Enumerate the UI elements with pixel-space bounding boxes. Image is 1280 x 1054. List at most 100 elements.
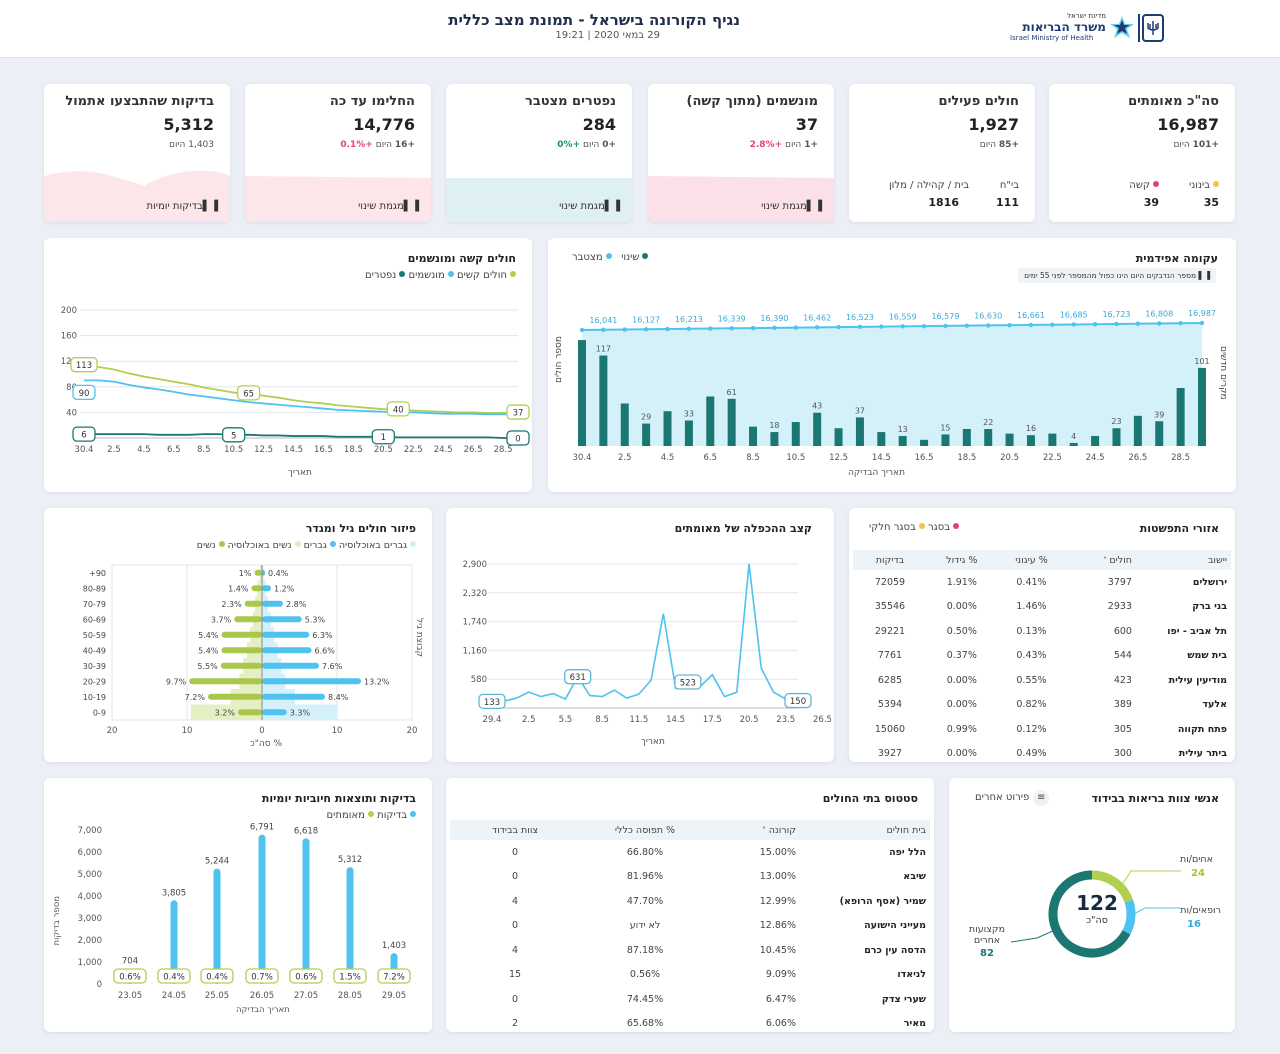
- doubling-rate-card: קצב ההכפלה של מאומתים 580 1,160 1,740 2,320…: [446, 508, 834, 762]
- kpi-title: בדיקות שהתבצעו אתמול: [65, 94, 214, 109]
- cell-occ: לא ידוע: [629, 920, 661, 932]
- legend-women-pop-label: נשים באוכלוסיה: [227, 540, 292, 551]
- epi-bar-label: 22: [983, 418, 993, 427]
- table-row[interactable]: מודיעין עילית 423 0.55% 0.00% 6285: [853, 668, 1231, 693]
- epi-curve-card: עקומה אפידמית שינוי מצטבר ▐▌ מספר הנדבקי…: [548, 238, 1236, 492]
- col-sick[interactable]: חולים ˄: [1066, 550, 1136, 570]
- tests-x-tick: 25.05: [205, 991, 229, 1001]
- legend-partial[interactable]: בסגר חלקי: [869, 522, 925, 533]
- col-occupancy[interactable]: % תפוסה כללי: [580, 820, 710, 840]
- table-row[interactable]: תל אביב - יפו 600 0.13% 0.50% 29221: [853, 619, 1231, 644]
- table-row[interactable]: שערי צדק 6.47% 74.45% 0: [450, 987, 930, 1012]
- age-x-tick: 20: [107, 726, 118, 736]
- trend-label: מגמת שינוי: [358, 201, 404, 212]
- sort-up-icon: ˄: [762, 825, 769, 835]
- age-women-label: 5.4%: [198, 631, 219, 640]
- kpi-card-active[interactable]: חולים פעילים 1,927 +85 היום בי"ח 111 בית…: [849, 84, 1035, 222]
- table-row[interactable]: שמיר (אסף הרופא) 12.99% 47.70% 4: [450, 889, 930, 914]
- cumulative-point: [1050, 322, 1055, 327]
- table-row[interactable]: בית שמש 544 0.43% 0.37% 7761: [853, 644, 1231, 669]
- table-row[interactable]: הדסה עין כרם 10.45% 87.18% 4: [450, 938, 930, 963]
- areas-title: אזורי התפשטות: [1139, 522, 1219, 535]
- epi-x-tick: 16.5: [915, 453, 934, 463]
- cell-name: מעייני הישועה: [864, 920, 926, 932]
- col-tests[interactable]: בדיקות: [853, 550, 927, 570]
- kpi-value: 284: [582, 115, 616, 134]
- hospitals-card: סטטוס בתי החולים בית חולים קורונה ˄ % תפ…: [446, 778, 934, 1032]
- legend-women[interactable]: נשים: [197, 540, 225, 551]
- table-row[interactable]: ביתר עילית 300 0.49% 0.00% 3927: [853, 742, 1231, 763]
- kpi-card-tests[interactable]: בדיקות שהתבצעו אתמול 5,312 1,403 היום ▐▌…: [44, 84, 230, 222]
- trend-button[interactable]: ▐▌ מגמת שינוי: [559, 201, 620, 212]
- legend-tests[interactable]: בדיקות: [377, 810, 416, 821]
- trend-button[interactable]: ▐▌ מגמת שינוי: [761, 201, 822, 212]
- col-corona[interactable]: קורונה ˄: [710, 820, 800, 840]
- table-row[interactable]: פתח תקווה 305 0.12% 0.99% 15060: [853, 717, 1231, 742]
- epi-x-tick: 30.4: [573, 453, 592, 463]
- table-row[interactable]: אלעד 389 0.82% 0.00% 5394: [853, 693, 1231, 718]
- severe-x-tick: 22.5: [404, 445, 423, 455]
- legend-men-pop[interactable]: גברים באוכלוסיה: [339, 540, 416, 551]
- tests-bar: [170, 900, 178, 984]
- legend-ventilated[interactable]: מונשמים: [408, 270, 454, 281]
- table-row[interactable]: ירושלים 3797 0.41% 1.91% 72059: [853, 570, 1231, 595]
- severe-x-tick: 12.5: [254, 445, 273, 455]
- cell-city: בית שמש: [1187, 650, 1227, 662]
- staff-total-label: סה"כ: [1086, 915, 1108, 926]
- ministry-logo[interactable]: מדינת ישראל משרד הבריאות Israel Ministry…: [1006, 12, 1166, 46]
- cumulative-label: 16,661: [1017, 311, 1045, 320]
- legend-cumulative[interactable]: מצטבר: [572, 252, 612, 263]
- table-row[interactable]: שיבא 13.00% 81.96% 0: [450, 865, 930, 890]
- table-header-row: יישוב חולים ˄ % עיגוני % גידול בדיקות: [853, 550, 1231, 570]
- kpi-value: 5,312: [163, 115, 214, 134]
- legend-change[interactable]: שינוי: [621, 252, 649, 263]
- kpi-delta-label: היום: [582, 140, 600, 150]
- trend-button[interactable]: ▐▌ מגמת שינוי: [358, 201, 419, 212]
- cell-city: ביתר עילית: [1178, 748, 1227, 760]
- kpi-card-confirmed[interactable]: סה"כ מאומתים 16,987 +101 היום בינוני 35 …: [1049, 84, 1235, 222]
- legend-men[interactable]: גברים: [304, 540, 336, 551]
- nurses-label: אחים/ות: [1179, 854, 1213, 865]
- col-city[interactable]: יישוב: [1135, 550, 1231, 570]
- epi-x-tick: 10.5: [786, 453, 805, 463]
- epi-x-tick: 2.5: [618, 453, 632, 463]
- cumulative-point: [1135, 321, 1141, 326]
- legend-positive[interactable]: מאומתים: [327, 810, 374, 821]
- epi-bar-label: 29: [641, 413, 651, 422]
- cell-city: אלעד: [1202, 699, 1227, 711]
- nurses-value: 24: [1191, 868, 1205, 879]
- cell-city: תל אביב - יפו: [1167, 625, 1227, 637]
- table-row[interactable]: לניאדו 9.09% 0.56% 15: [450, 963, 930, 988]
- cell-tests: 7761: [877, 650, 903, 662]
- epi-x-tick: 4.5: [661, 453, 675, 463]
- cumulative-point: [1092, 322, 1098, 327]
- other-details-button[interactable]: ≡פירוט אחרים: [975, 790, 1050, 806]
- col-a[interactable]: % עיגוני: [996, 550, 1067, 570]
- severe-dot-icon: [1153, 181, 1159, 187]
- table-row[interactable]: בני ברק 2933 1.46% 0.00% 35546: [853, 595, 1231, 620]
- table-row[interactable]: הלל יפה 15.00% 66.80% 0: [450, 840, 930, 865]
- dead-point-label: 1: [381, 433, 386, 443]
- kpi-card-ventilated[interactable]: מונשמים (מתוך קשה) 37 +1 היום +2.8% ▐▌ מ…: [648, 84, 834, 222]
- legend-lockdown[interactable]: בסגר: [928, 522, 959, 533]
- trend-button[interactable]: ▐▌ בדיקות יומיות: [146, 201, 218, 212]
- col-hospital[interactable]: בית חולים: [800, 820, 930, 840]
- table-row[interactable]: מאיר 6.06% 65.68% 2: [450, 1012, 930, 1033]
- doctors-value: 16: [1187, 919, 1201, 930]
- kpi-card-deceased[interactable]: נפטרים מצטבר 284 +0 היום +0% ▐▌ מגמת שינ…: [446, 84, 632, 222]
- severe-x-tick: 16.5: [314, 445, 333, 455]
- cumulative-point: [622, 327, 627, 332]
- kpi-card-recovered[interactable]: החלימו עד כה 14,776 +16 היום +0.1% ▐▌ מג…: [245, 84, 431, 222]
- col-staff[interactable]: צוות בבידוד: [450, 820, 580, 840]
- legend-severe[interactable]: חולים קשים: [457, 270, 516, 281]
- col-b[interactable]: % גידול: [926, 550, 997, 570]
- cumulative-label: 16,390: [760, 314, 788, 323]
- bar-chart-icon: ▐▌: [604, 201, 620, 212]
- legend-deceased[interactable]: נפטרים: [365, 270, 406, 281]
- table-row[interactable]: מעייני הישועה 12.86% לא ידוע 0: [450, 914, 930, 939]
- legend-women-pop[interactable]: נשים באוכלוסיה: [228, 540, 301, 551]
- age-women-label: 9.7%: [166, 677, 187, 686]
- severe-value: 39: [1143, 196, 1159, 209]
- menu-icon: ≡: [1033, 790, 1050, 806]
- age-men-label: 1.2%: [274, 584, 295, 593]
